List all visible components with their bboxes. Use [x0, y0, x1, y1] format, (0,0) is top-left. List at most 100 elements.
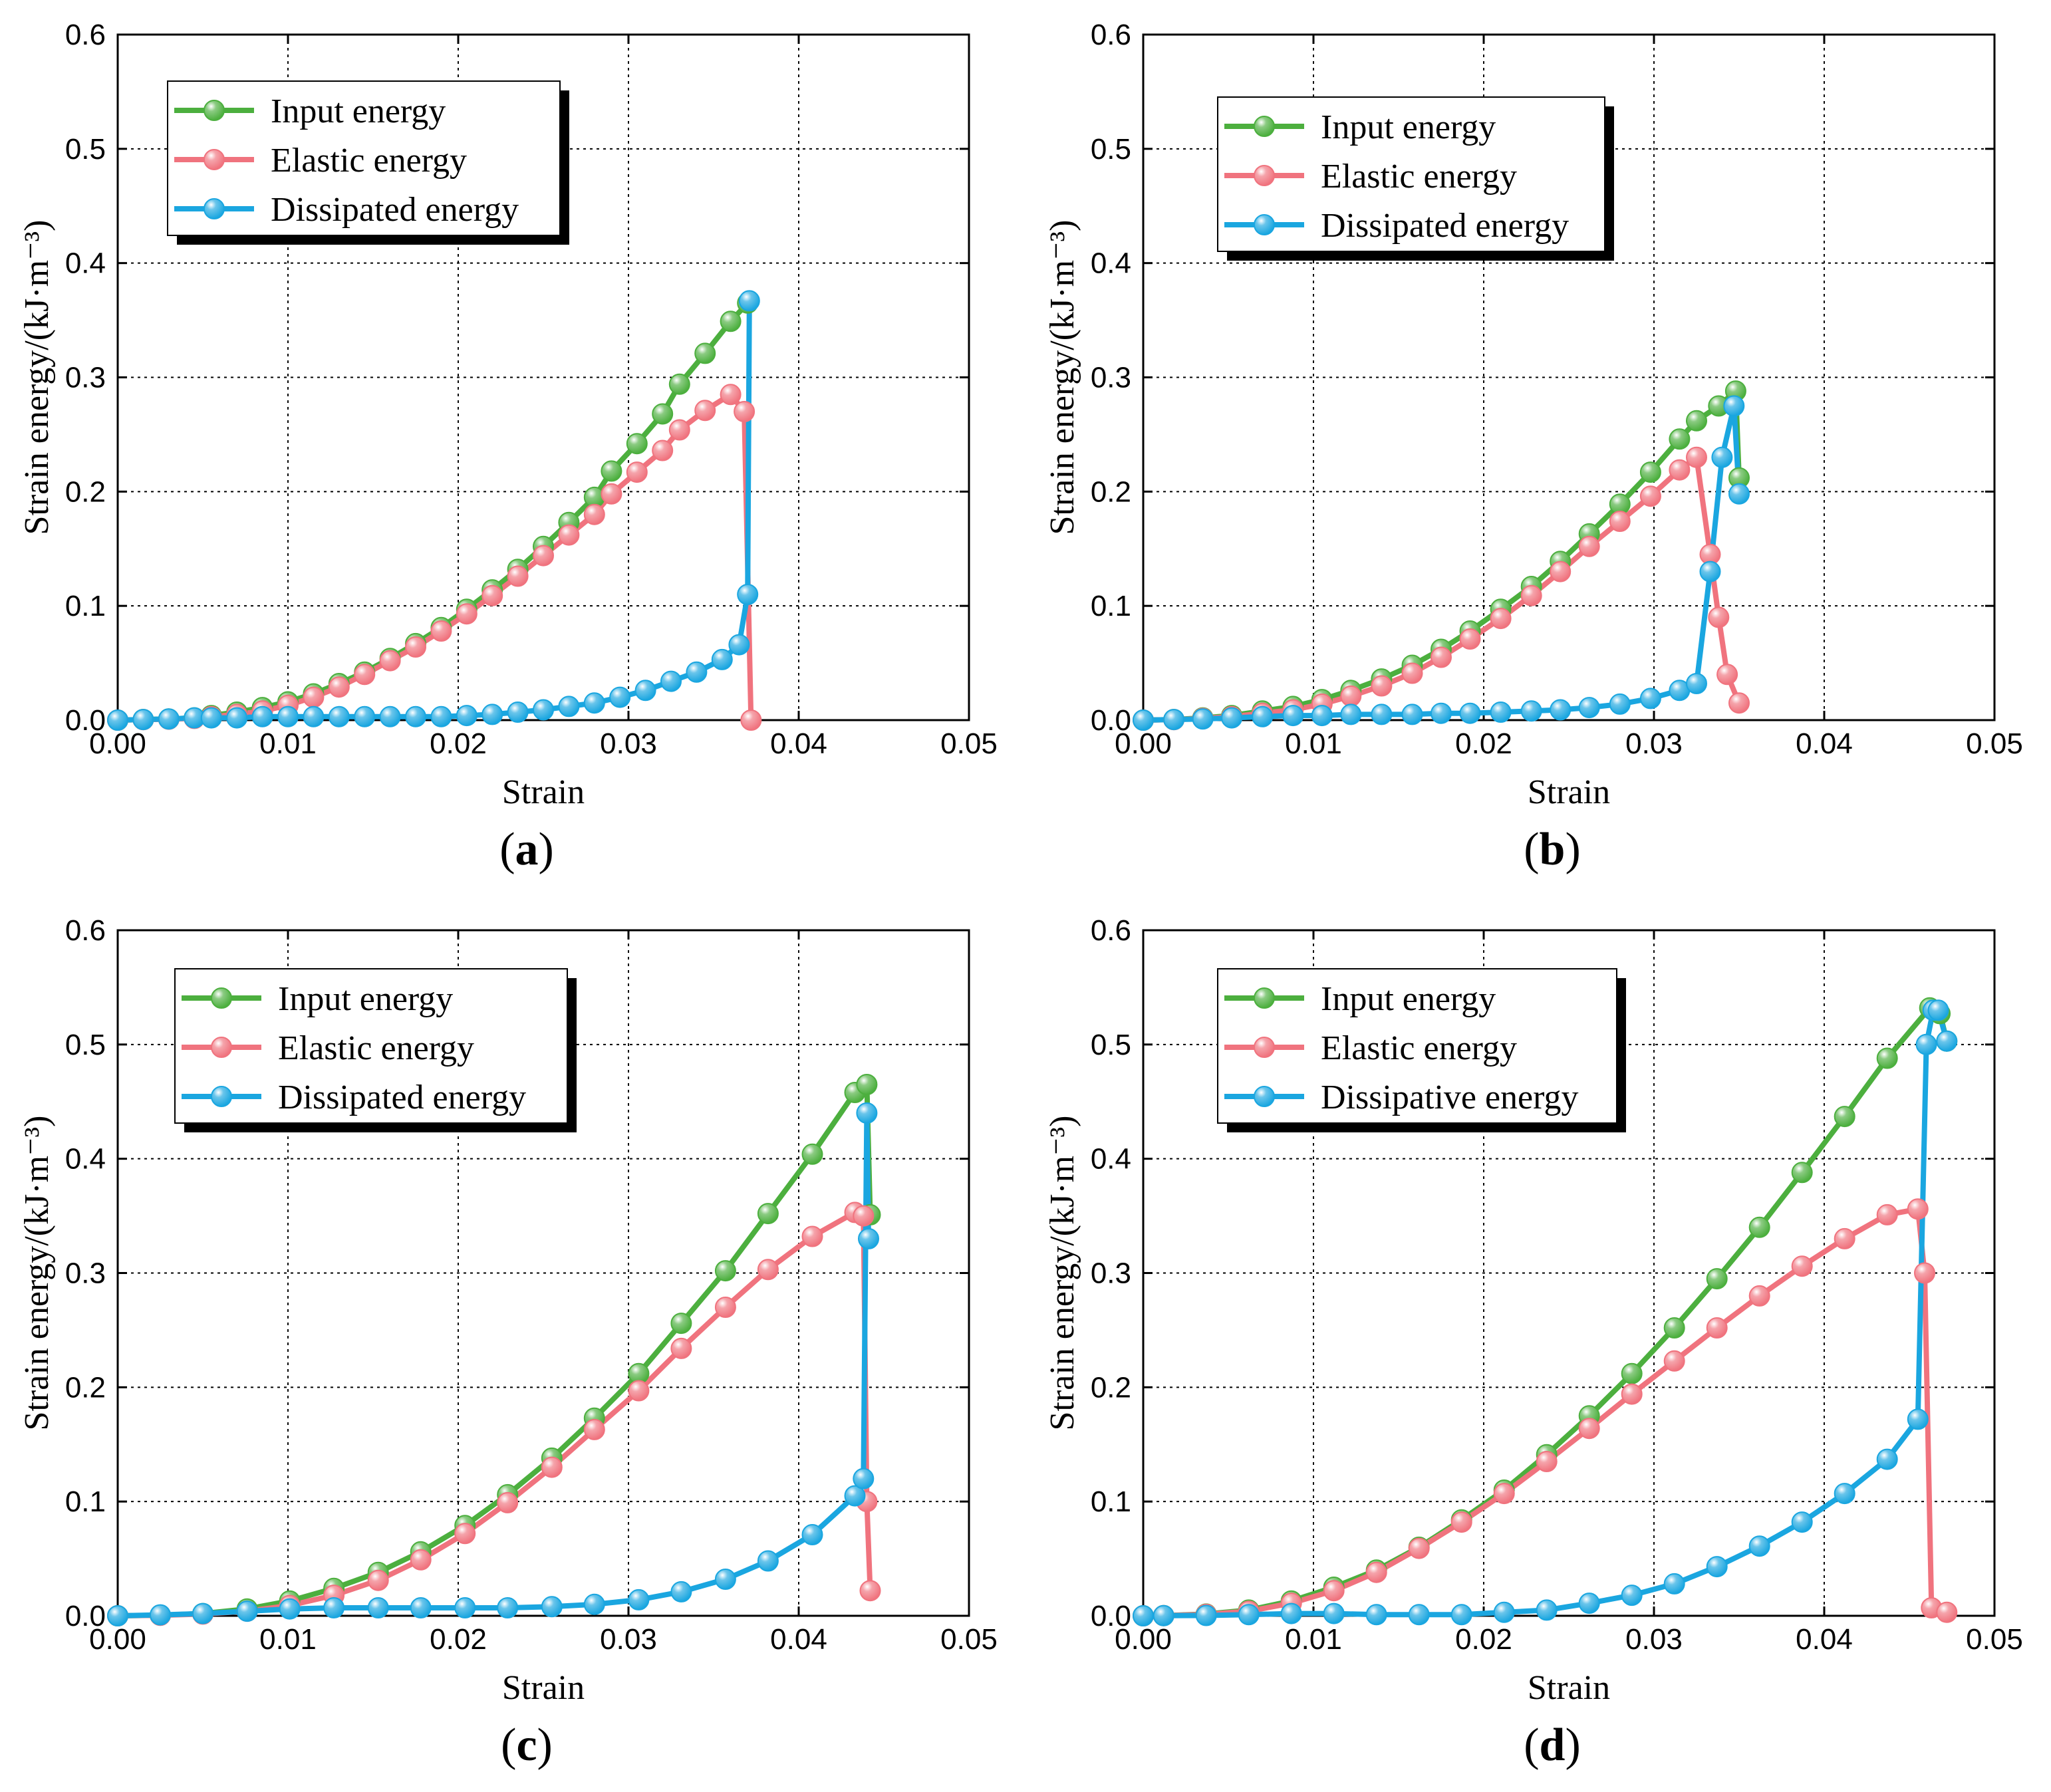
data-point: [1459, 628, 1481, 650]
legend: Input energy Elastic energy Dissipated ene…: [1217, 96, 1614, 261]
x-tick-label: 0.02: [430, 727, 487, 760]
legend-marker: [1254, 987, 1275, 1009]
panel-label: (a): [499, 824, 554, 875]
data-point: [1431, 702, 1452, 724]
data-point: [132, 709, 154, 731]
data-point: [1401, 704, 1423, 725]
x-tick-label: 0.01: [259, 1623, 317, 1656]
y-tick-label: 0.0: [65, 704, 106, 737]
data-point: [601, 483, 622, 505]
data-point: [1936, 1601, 1958, 1623]
data-point: [634, 680, 656, 702]
data-point: [1323, 1602, 1345, 1624]
data-point: [583, 692, 605, 714]
x-tick-label: 0.05: [1966, 727, 2023, 760]
data-point: [1663, 1350, 1685, 1372]
data-point: [277, 705, 299, 727]
data-point: [728, 634, 750, 656]
series-line-0: [115, 1082, 873, 1618]
legend-entry: Dissipated energy: [278, 1079, 526, 1116]
y-axis-title: Strain energy/(kJ·m⁻³): [18, 1116, 56, 1431]
chart-c-svg: 0.00 0.01 0.02 0.03 0.04 0.05 0.0 0.1 0.2 0.3 0.4 0…: [18, 914, 998, 1771]
y-tick-label: 0.2: [1091, 1371, 1131, 1404]
data-point: [1459, 702, 1481, 724]
data-point: [541, 1456, 563, 1478]
data-point: [1221, 707, 1243, 729]
data-point: [652, 440, 674, 461]
data-point: [1907, 1408, 1929, 1430]
data-point: [1728, 692, 1750, 714]
data-point: [1365, 1604, 1387, 1626]
data-point: [558, 696, 580, 717]
legend-marker: [204, 149, 225, 170]
data-point: [738, 290, 760, 312]
series-line-0: [115, 300, 751, 723]
data-point: [1578, 535, 1600, 557]
data-point: [757, 1203, 779, 1225]
data-point: [1550, 699, 1572, 721]
legend-marker: [1254, 214, 1275, 235]
x-tick-label: 0.05: [940, 1623, 998, 1656]
data-point: [1936, 1030, 1958, 1052]
legend-marker: [1254, 1037, 1275, 1058]
data-point: [533, 699, 554, 721]
legend-entry: Elastic energy: [278, 1029, 474, 1067]
data-point: [1639, 688, 1661, 709]
x-tick-label: 0.02: [1455, 1623, 1512, 1656]
x-tick-label: 0.04: [1796, 1623, 1853, 1656]
data-point: [1669, 459, 1691, 481]
legend-entry: Input energy: [271, 92, 446, 130]
ticks: 0.00 0.01 0.02 0.03 0.04 0.05 0.0 0.1 0.2 0.3 0.4 0…: [65, 914, 998, 1656]
panel-label-letter: b: [1540, 824, 1566, 875]
data-point: [668, 419, 690, 441]
panel-label-letter: d: [1540, 1720, 1566, 1771]
data-point: [1520, 700, 1542, 722]
data-point: [1706, 1268, 1728, 1290]
data-point: [481, 704, 503, 725]
x-tick-label: 0.03: [600, 727, 657, 760]
y-tick-label: 0.2: [65, 475, 106, 508]
x-tick-label: 0.01: [259, 727, 317, 760]
data-point: [1493, 1601, 1515, 1623]
x-tick-label: 0.02: [430, 1623, 487, 1656]
data-point: [853, 1205, 875, 1227]
data-point: [158, 708, 180, 730]
data-point: [714, 1260, 736, 1282]
x-axis-title: Strain: [502, 1669, 585, 1707]
panel-label-letter: c: [516, 1720, 537, 1771]
data-point: [303, 705, 325, 727]
data-point: [405, 705, 426, 727]
legend: Input energy Elastic energy Dissipated ene…: [167, 80, 569, 245]
y-tick-label: 0.2: [65, 1371, 106, 1404]
data-point: [720, 384, 742, 406]
data-point: [1914, 1262, 1935, 1284]
data-point: [328, 676, 350, 698]
series-line-2: [115, 1110, 871, 1618]
data-point: [694, 400, 716, 422]
data-point: [279, 1598, 301, 1620]
data-point: [192, 1602, 213, 1624]
data-point: [1748, 1216, 1770, 1238]
x-tick-label: 0.04: [770, 727, 827, 760]
data-point: [1520, 584, 1542, 606]
data-point: [1578, 1593, 1600, 1614]
data-point: [660, 670, 682, 692]
data-point: [1371, 704, 1393, 725]
x-tick-label: 0.04: [1796, 727, 1853, 760]
panel-label: (b): [1524, 824, 1581, 875]
data-point: [1133, 1605, 1154, 1626]
data-point: [1340, 704, 1362, 725]
data-point: [410, 1549, 432, 1571]
x-axis-title: Strain: [502, 773, 585, 811]
legend-entry: Elastic energy: [271, 142, 467, 180]
legend-marker: [211, 1037, 232, 1058]
y-tick-label: 0.4: [1091, 247, 1131, 280]
data-point: [323, 1597, 345, 1618]
data-point: [1450, 1511, 1472, 1533]
y-tick-label: 0.4: [1091, 1143, 1131, 1176]
plot-area: [107, 290, 762, 731]
data-point: [670, 1581, 692, 1602]
y-tick-label: 0.0: [1091, 704, 1131, 737]
data-point: [859, 1580, 881, 1602]
data-point: [379, 650, 401, 672]
